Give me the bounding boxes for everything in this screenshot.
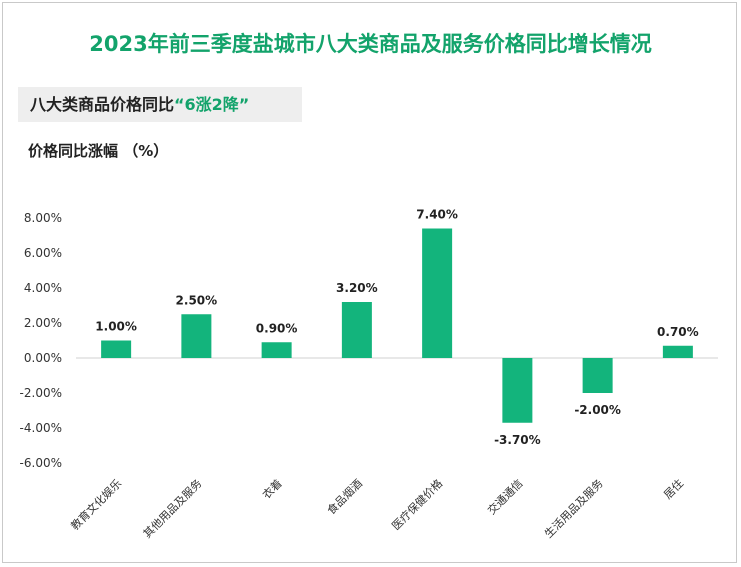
data-labels: 1.00% 2.50% 0.90% 3.20% 7.40% -3.70% -2.00% 0.7…: [95, 208, 698, 447]
chart-title: 2023年前三季度盐城市八大类商品及服务价格同比增长情况: [89, 32, 652, 56]
data-label: -2.00%: [574, 403, 621, 417]
y-tick-labels: 8.00% 6.00% 4.00% 2.00% 0.00% -2.00% -4.00% -6.…: [20, 211, 62, 470]
bar: [341, 302, 372, 358]
bars: [101, 228, 693, 423]
x-tick-labels: 教育文化娱乐 其他用品及服务 衣着 食品烟酒 医疗保健价格 交通通信 生活用品及服务 居住: [68, 476, 686, 540]
y-tick-label: 4.00%: [24, 281, 62, 295]
bar: [502, 358, 533, 423]
bar: [582, 358, 613, 393]
data-label: 3.20%: [336, 281, 378, 295]
subtitle-text: 八大类商品价格同比: [30, 95, 175, 114]
x-tick-label: 医疗保健价格: [389, 476, 446, 533]
bar: [181, 314, 212, 358]
data-label: 0.70%: [657, 325, 699, 339]
subtitle-highlight: “6涨2降”: [174, 95, 250, 114]
y-tick-label: -4.00%: [20, 421, 62, 435]
y-tick-label: 0.00%: [24, 351, 62, 365]
data-label: 7.40%: [416, 208, 458, 222]
x-tick-label: 食品烟酒: [324, 476, 365, 517]
x-tick-label: 其他用品及服务: [141, 477, 205, 541]
data-label: 2.50%: [176, 293, 218, 307]
x-tick-label: 教育文化娱乐: [68, 476, 125, 533]
data-label: -3.70%: [494, 433, 541, 447]
y-tick-label: 8.00%: [24, 211, 62, 225]
x-tick-label: 居住: [661, 476, 686, 501]
x-tick-label: 交通通信: [484, 476, 525, 517]
y-tick-label: -2.00%: [20, 386, 62, 400]
y-tick-label: 6.00%: [24, 246, 62, 260]
data-label: 0.90%: [256, 321, 298, 335]
x-tick-label: 生活用品及服务: [541, 476, 605, 540]
bar: [261, 342, 292, 358]
chart-subtitle: 八大类商品价格同比“6涨2降”: [18, 87, 302, 122]
y-axis-label: 价格同比涨幅 （%）: [28, 142, 169, 160]
x-tick-label: 衣着: [259, 476, 284, 501]
bar: [101, 340, 132, 358]
y-tick-label: -6.00%: [20, 456, 62, 470]
y-tick-label: 2.00%: [24, 316, 62, 330]
data-label: 1.00%: [95, 320, 137, 334]
bar: [422, 228, 453, 358]
bar: [662, 345, 693, 358]
